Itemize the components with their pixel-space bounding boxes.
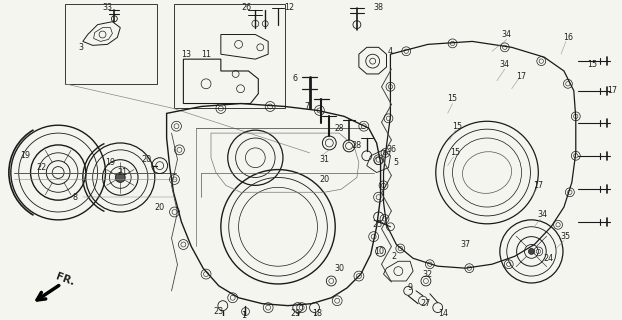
Text: 20: 20 bbox=[319, 175, 330, 184]
Text: 29: 29 bbox=[290, 309, 301, 318]
Text: 15: 15 bbox=[588, 60, 598, 68]
Text: 34: 34 bbox=[500, 60, 510, 68]
Text: 1: 1 bbox=[241, 311, 246, 320]
Text: 15: 15 bbox=[447, 94, 458, 103]
Text: 32: 32 bbox=[423, 269, 433, 279]
Text: 9: 9 bbox=[407, 284, 413, 292]
Circle shape bbox=[115, 172, 125, 182]
Text: 5: 5 bbox=[393, 158, 399, 167]
Text: 17: 17 bbox=[607, 86, 618, 95]
Text: 4: 4 bbox=[388, 47, 393, 56]
Text: 35: 35 bbox=[561, 232, 571, 241]
Text: 34: 34 bbox=[502, 30, 512, 39]
Text: 6: 6 bbox=[293, 74, 298, 84]
Text: 15: 15 bbox=[452, 122, 463, 131]
Text: 33: 33 bbox=[103, 4, 113, 12]
Text: 34: 34 bbox=[537, 211, 547, 220]
Text: 30: 30 bbox=[334, 264, 344, 273]
Text: 2: 2 bbox=[392, 252, 397, 261]
Text: 11: 11 bbox=[201, 50, 211, 59]
Text: 37: 37 bbox=[460, 240, 470, 249]
Text: 19: 19 bbox=[105, 158, 116, 167]
Text: 28: 28 bbox=[335, 124, 344, 133]
Text: 36: 36 bbox=[386, 145, 396, 154]
Text: 18: 18 bbox=[312, 309, 322, 318]
Text: 20: 20 bbox=[142, 155, 152, 164]
Text: 31: 31 bbox=[319, 155, 330, 164]
Text: 8: 8 bbox=[72, 193, 77, 202]
Text: 16: 16 bbox=[563, 33, 573, 42]
Text: 24: 24 bbox=[543, 254, 553, 263]
Text: 7: 7 bbox=[304, 102, 310, 111]
Text: 15: 15 bbox=[450, 148, 460, 157]
Text: 27: 27 bbox=[421, 299, 431, 308]
Text: 23: 23 bbox=[214, 307, 224, 316]
Text: 21: 21 bbox=[117, 168, 128, 177]
Text: 10: 10 bbox=[374, 247, 384, 256]
Text: 12: 12 bbox=[284, 4, 294, 12]
Text: 28: 28 bbox=[351, 141, 361, 150]
Text: 20: 20 bbox=[155, 203, 165, 212]
Text: 17: 17 bbox=[516, 72, 527, 81]
Circle shape bbox=[529, 248, 534, 254]
Text: 17: 17 bbox=[533, 181, 544, 190]
Text: 19: 19 bbox=[21, 151, 30, 160]
Text: 13: 13 bbox=[182, 50, 192, 59]
Text: 14: 14 bbox=[438, 309, 448, 318]
Text: FR.: FR. bbox=[54, 271, 76, 287]
Text: 26: 26 bbox=[241, 4, 251, 12]
Text: 22: 22 bbox=[36, 163, 47, 172]
Text: 38: 38 bbox=[374, 4, 384, 12]
Text: 3: 3 bbox=[78, 43, 83, 52]
Text: 25: 25 bbox=[373, 220, 383, 229]
